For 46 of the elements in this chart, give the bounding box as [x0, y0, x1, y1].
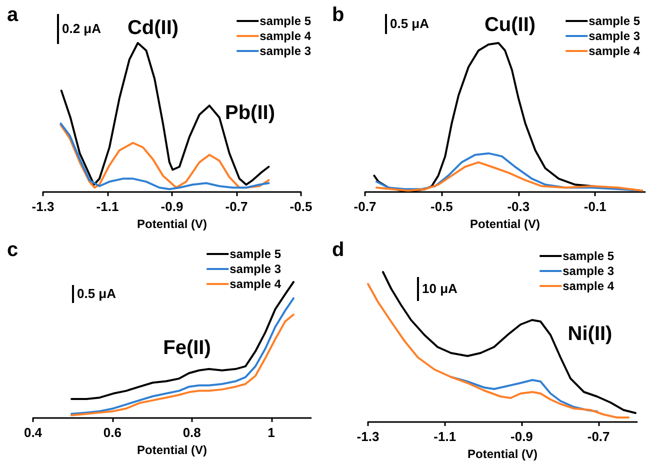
- annotation: Fe(II): [163, 337, 211, 359]
- annotation: Pb(II): [225, 102, 275, 124]
- x-tick-label: -1.1: [96, 199, 119, 214]
- annotation: Ni(II): [568, 323, 612, 345]
- x-axis-title: Potential (V): [467, 446, 538, 461]
- legend-label: sample 4: [588, 44, 640, 58]
- legend-label: sample 5: [562, 249, 614, 263]
- x-tick-label: -1.3: [32, 199, 54, 214]
- legend-label: sample 5: [230, 247, 282, 261]
- x-tick-label: -0.3: [507, 199, 530, 214]
- text: Cu(II): [484, 14, 536, 36]
- legend-label: sample 5: [588, 14, 640, 28]
- legend-label: sample 4: [260, 29, 312, 43]
- x-tick-label: 0.6: [103, 425, 122, 440]
- legend-label: sample 3: [260, 44, 312, 58]
- x-tick-label: -0.9: [160, 199, 184, 214]
- annotation: 0.5 μA: [77, 286, 116, 301]
- legend-label: sample 4: [562, 279, 614, 293]
- annotation: 10 μA: [422, 281, 458, 296]
- x-tick-label: -0.1: [584, 199, 606, 214]
- chart-title: d: [332, 239, 344, 261]
- x-tick-label: 0.4: [24, 425, 43, 440]
- x-tick-label: 1: [268, 425, 275, 440]
- chart-title: a: [7, 4, 19, 26]
- legend-label: sample 3: [230, 262, 282, 276]
- x-tick-label: -0.7: [225, 199, 248, 214]
- chart-title: c: [7, 239, 18, 261]
- x-tick-label: -1.1: [434, 429, 456, 444]
- x-tick-label: 0.8: [182, 425, 201, 440]
- x-tick-label: -0.7: [354, 199, 376, 214]
- x-tick-label: -0.5: [290, 199, 312, 214]
- x-tick-label: -0.5: [430, 199, 453, 214]
- x-axis-title: Potential (V): [136, 442, 208, 457]
- legend-label: sample 5: [260, 14, 312, 28]
- legend-label: sample 4: [230, 277, 282, 291]
- x-axis-title: Potential (V): [136, 217, 208, 231]
- legend-label: sample 3: [562, 264, 614, 278]
- text: 0.5 μA: [390, 16, 430, 31]
- legend-label: sample 3: [588, 29, 640, 43]
- text: 0.2 μA: [62, 21, 102, 36]
- x-tick-label: -0.9: [510, 429, 533, 444]
- x-tick-label: -0.7: [587, 429, 610, 444]
- text: Cd(II): [127, 17, 179, 39]
- chart-title: b: [332, 4, 344, 26]
- x-axis-title: Potential (V): [470, 217, 540, 231]
- x-tick-label: -1.3: [356, 429, 380, 444]
